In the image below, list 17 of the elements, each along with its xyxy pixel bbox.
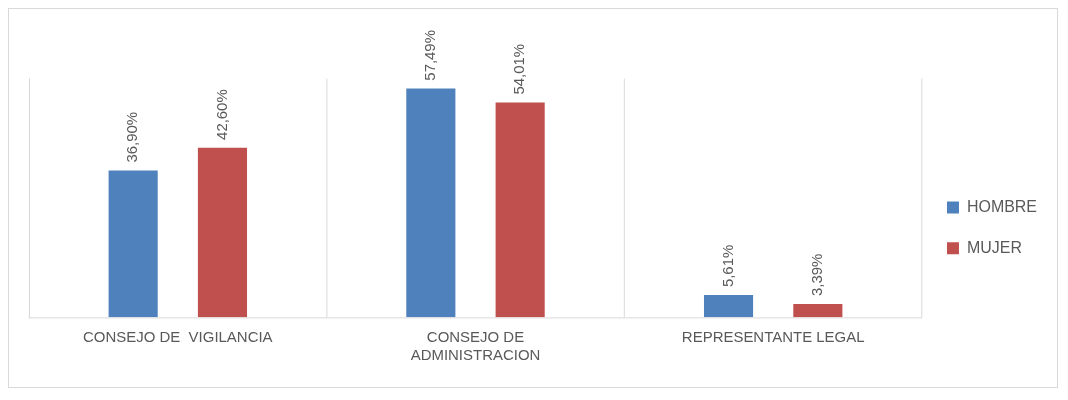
data-label: 36,90% [123,112,141,163]
legend-label: MUJER [966,238,1022,256]
data-label: 57,49% [420,30,438,81]
bar [703,295,754,318]
data-label: 54,01% [510,43,528,95]
bar [197,147,248,318]
bar [495,102,545,318]
bar [108,170,158,318]
bar [406,88,456,318]
data-label: 42,60% [212,89,230,140]
data-label: 5,61% [718,244,736,288]
bar [793,303,843,318]
x-tick-label: REPRESENTANTE LEGAL [681,328,865,346]
data-label: 3,39% [807,253,825,296]
x-tick-label: CONSEJO DE VIGILANCIA [83,328,273,346]
legend-label: HOMBRE [966,197,1038,215]
x-tick-label: CONSEJO DE ADMINISTRACION [410,328,541,364]
